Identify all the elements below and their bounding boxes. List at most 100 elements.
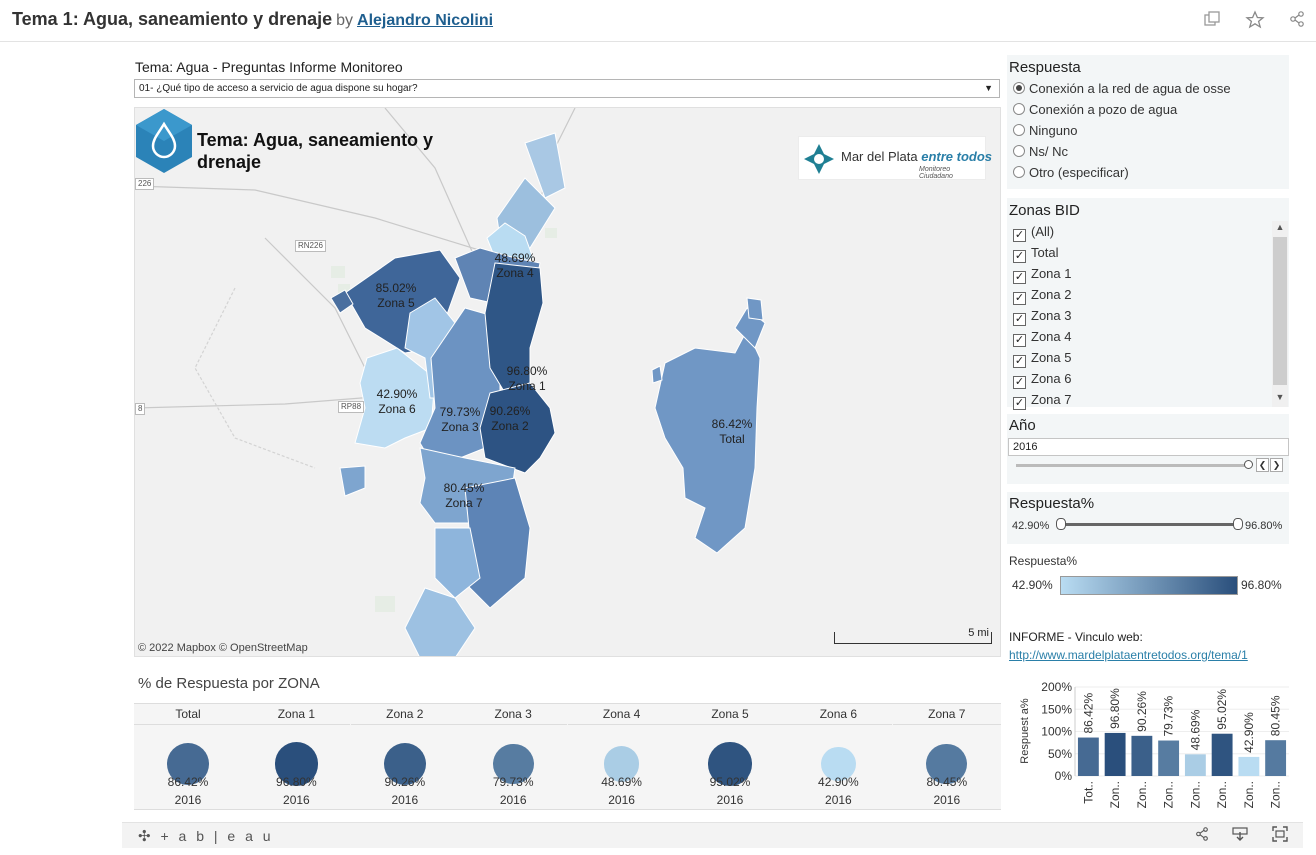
respuesta-option[interactable]: Ninguno bbox=[1013, 122, 1077, 140]
zone-value-circle[interactable] bbox=[492, 743, 534, 785]
zona-checkbox-item[interactable]: ✓ Zona 5 bbox=[1013, 349, 1071, 368]
star-icon[interactable] bbox=[1244, 10, 1266, 32]
respuesta-option[interactable]: Conexión a pozo de agua bbox=[1013, 101, 1177, 119]
zone-name: Zona 7 bbox=[445, 496, 483, 510]
zone-value-circle[interactable] bbox=[926, 743, 968, 785]
map-scale-bar: 5 mi bbox=[834, 627, 992, 644]
logo-subtitle: Monitoreo Ciudadano bbox=[919, 166, 953, 180]
zone-column[interactable]: Zona 1 96.80% 2016 bbox=[242, 704, 351, 811]
bar[interactable] bbox=[1238, 756, 1260, 776]
checkbox-checked-icon[interactable]: ✓ bbox=[1013, 397, 1026, 410]
radio-icon[interactable] bbox=[1013, 103, 1025, 115]
bar[interactable] bbox=[1104, 732, 1126, 776]
bar-data-label: 96.80% bbox=[1108, 688, 1122, 729]
scrollbar-thumb[interactable] bbox=[1273, 237, 1287, 385]
zona-checkbox-item[interactable]: ✓ Zona 3 bbox=[1013, 307, 1071, 326]
road-label: 226 bbox=[135, 178, 155, 190]
zona-checkbox-item[interactable]: ✓ Zona 1 bbox=[1013, 265, 1071, 284]
zone-map[interactable]: Tema: Agua, saneamiento y drenaje Mar de… bbox=[134, 107, 1001, 657]
tableau-cross-icon: ✣ bbox=[138, 828, 154, 845]
bar[interactable] bbox=[1077, 737, 1099, 776]
zone-label: 96.80% Zona 1 bbox=[492, 364, 562, 394]
zone-year: 2016 bbox=[608, 793, 635, 807]
zona-checkbox-item[interactable]: ✓ (All) bbox=[1013, 223, 1055, 242]
range-slider-track[interactable] bbox=[1062, 523, 1238, 526]
map-canvas bbox=[135, 108, 766, 656]
zona-checkbox-item[interactable]: ✓ Zona 6 bbox=[1013, 370, 1071, 389]
zone-pct: 42.90% bbox=[818, 775, 859, 789]
zone-summary-table: Total 86.42% 2016 Zona 1 96.80% 2016 Zona 2 90.… bbox=[134, 703, 1001, 810]
zone-value-circle[interactable] bbox=[383, 742, 426, 786]
zone-column[interactable]: Zona 2 90.26% 2016 bbox=[350, 704, 459, 811]
zone-column[interactable]: Zona 6 42.90% 2016 bbox=[784, 704, 893, 811]
zone-value-circle[interactable] bbox=[167, 743, 209, 785]
chevron-down-icon[interactable]: ▼ bbox=[984, 83, 993, 93]
bar[interactable] bbox=[1158, 740, 1180, 776]
respuesta-pct-filter: Respuesta% bbox=[1007, 492, 1289, 544]
dropdown-value: 01- ¿Qué tipo de acceso a servicio de ag… bbox=[139, 83, 418, 94]
zone-column[interactable]: Zona 5 95.02% 2016 bbox=[676, 704, 784, 811]
zone-value-circle[interactable] bbox=[603, 746, 640, 782]
anio-slider-knob[interactable] bbox=[1244, 460, 1253, 469]
water-drop-icon bbox=[136, 109, 192, 173]
bar[interactable] bbox=[1265, 740, 1287, 776]
copy-icon[interactable] bbox=[1201, 10, 1223, 32]
legend-max: 96.80% bbox=[1241, 578, 1282, 592]
zone-value-circle[interactable] bbox=[274, 742, 319, 786]
bar[interactable] bbox=[1131, 735, 1153, 776]
zone-label: 90.26% Zona 2 bbox=[475, 404, 545, 434]
prev-year-button[interactable]: ❮ bbox=[1256, 458, 1269, 472]
informe-link[interactable]: http://www.mardelplataentretodos.org/tem… bbox=[1009, 648, 1248, 662]
zone-column[interactable]: Zona 3 79.73% 2016 bbox=[459, 704, 568, 811]
checkbox-checked-icon[interactable]: ✓ bbox=[1013, 355, 1026, 368]
chevron-down-icon[interactable]: ▼ bbox=[1275, 392, 1285, 402]
zone-column[interactable]: Total 86.42% 2016 bbox=[134, 704, 242, 811]
checkbox-checked-icon[interactable]: ✓ bbox=[1013, 313, 1026, 326]
checkbox-checked-icon[interactable]: ✓ bbox=[1013, 271, 1026, 284]
download-icon[interactable] bbox=[1230, 826, 1250, 846]
zona-checkbox-item[interactable]: ✓ Zona 7 bbox=[1013, 391, 1071, 410]
zone-year: 2016 bbox=[391, 793, 419, 807]
zona-label: (All) bbox=[1031, 224, 1055, 239]
zone-year: 2016 bbox=[174, 793, 202, 807]
respuesta-option[interactable]: Otro (especificar) bbox=[1013, 164, 1129, 182]
bar[interactable] bbox=[1184, 754, 1206, 776]
radio-icon[interactable] bbox=[1013, 166, 1025, 178]
zona-checkbox-item[interactable]: ✓ Zona 2 bbox=[1013, 286, 1072, 305]
zona-label: Zona 2 bbox=[1031, 287, 1072, 302]
y-tick-label: 200% bbox=[1041, 680, 1072, 694]
zone-pct: 48.69% bbox=[601, 775, 642, 789]
zone-pct: 80.45% bbox=[926, 775, 968, 789]
share-icon[interactable] bbox=[1192, 826, 1212, 846]
range-max-knob[interactable] bbox=[1233, 518, 1243, 530]
zona-checkbox-item[interactable]: ✓ Zona 4 bbox=[1013, 328, 1071, 347]
author-link[interactable]: Alejandro Nicolini bbox=[357, 12, 494, 29]
respuesta-option[interactable]: Conexión a la red de agua de osse bbox=[1013, 80, 1231, 98]
anio-input[interactable]: 2016 bbox=[1008, 438, 1289, 456]
zone-value-circle[interactable] bbox=[820, 746, 856, 782]
radio-icon[interactable] bbox=[1013, 145, 1025, 157]
checkbox-checked-icon[interactable]: ✓ bbox=[1013, 229, 1026, 242]
share-icon[interactable] bbox=[1286, 10, 1308, 32]
radio-icon[interactable] bbox=[1013, 124, 1025, 136]
question-dropdown[interactable]: 01- ¿Qué tipo de acceso a servicio de ag… bbox=[134, 79, 1000, 98]
bar[interactable] bbox=[1211, 733, 1233, 776]
next-year-button[interactable]: ❯ bbox=[1270, 458, 1283, 472]
x-tick-label: Zon.. bbox=[1108, 781, 1122, 808]
zona-checkbox-item[interactable]: ✓ Total bbox=[1013, 244, 1058, 263]
checkbox-checked-icon[interactable]: ✓ bbox=[1013, 292, 1026, 305]
checkbox-checked-icon[interactable]: ✓ bbox=[1013, 376, 1026, 389]
zone-value-circle[interactable] bbox=[708, 742, 752, 786]
chevron-up-icon[interactable]: ▲ bbox=[1275, 222, 1285, 232]
anio-slider-track[interactable] bbox=[1016, 464, 1248, 467]
radio-icon[interactable] bbox=[1013, 82, 1025, 94]
zone-column[interactable]: Zona 7 80.45% 2016 bbox=[892, 704, 1001, 811]
zonas-scrollbar[interactable]: ▲ ▼ bbox=[1272, 221, 1288, 407]
respuesta-option[interactable]: Ns/ Nc bbox=[1013, 143, 1068, 161]
checkbox-checked-icon[interactable]: ✓ bbox=[1013, 250, 1026, 263]
range-min-knob[interactable] bbox=[1056, 518, 1066, 530]
fullscreen-icon[interactable] bbox=[1270, 826, 1290, 846]
checkbox-checked-icon[interactable]: ✓ bbox=[1013, 334, 1026, 347]
logo-text-a: Mar del Plata bbox=[841, 149, 918, 164]
zone-column[interactable]: Zona 4 48.69% 2016 bbox=[567, 704, 676, 811]
